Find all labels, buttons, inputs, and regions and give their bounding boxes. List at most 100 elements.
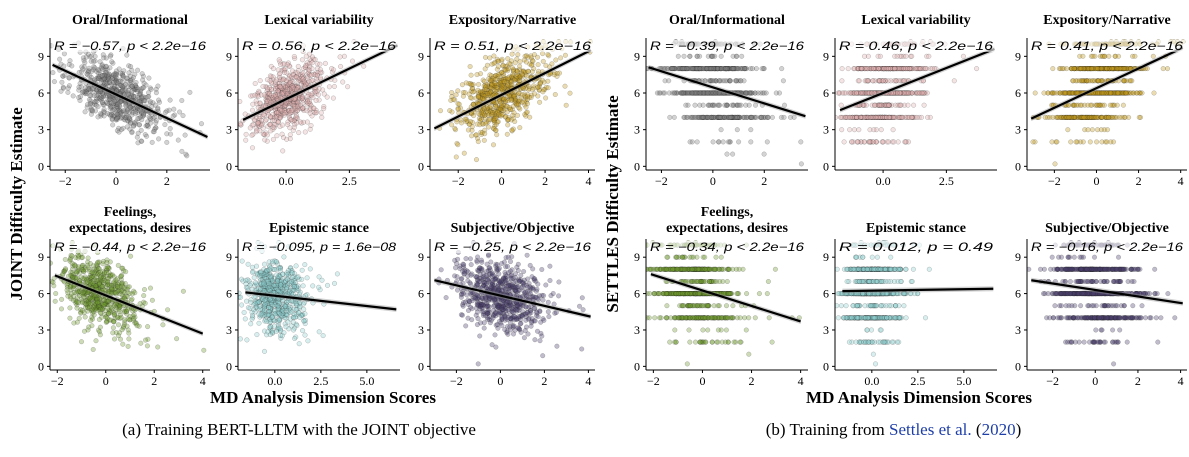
data-point [133,108,139,115]
data-point [149,139,155,145]
data-point [101,79,107,86]
data-point [300,328,306,334]
data-point [90,89,96,95]
data-point [124,52,130,58]
data-point [500,77,506,83]
scatter-points [437,39,593,163]
data-point [481,78,487,84]
data-point [517,321,523,327]
data-point [275,109,281,115]
data-point [146,93,152,100]
data-point [94,93,100,99]
data-point [277,123,283,130]
data-point [252,92,258,98]
data-point [267,73,273,79]
data-point [138,98,144,104]
data-point [84,262,91,268]
data-point [508,97,514,103]
data-point [296,310,302,316]
data-point [488,73,495,79]
data-point [506,60,512,67]
data-point [76,315,82,321]
data-point [479,121,486,127]
data-point [285,84,291,90]
data-point [256,123,262,129]
data-point [62,72,68,78]
data-point [512,97,518,103]
data-point [303,53,309,59]
data-point [80,267,86,273]
data-point [264,77,270,83]
data-point [295,100,301,106]
data-point [264,318,270,324]
data-point [313,110,319,116]
data-point [243,298,250,304]
data-point [475,281,481,287]
data-point [288,82,294,88]
data-point [474,72,480,78]
data-point [149,297,155,303]
data-point [108,304,114,310]
data-point [281,107,287,113]
data-point [129,103,135,109]
data-point [267,121,273,127]
data-point [483,119,489,125]
data-point [89,269,95,275]
data-point [521,69,527,75]
data-point [87,301,93,307]
data-point [280,82,287,89]
data-point [82,109,88,115]
data-point [546,53,552,59]
data-point [505,56,511,62]
data-point [453,92,459,98]
data-point [716,102,722,108]
data-point [259,118,265,124]
data-point [509,75,515,81]
y-tick-label: 0 [38,359,44,373]
data-point [78,84,84,90]
data-point [553,57,559,63]
data-point [90,67,97,73]
data-point [265,123,271,129]
data-point [253,98,259,104]
data-point [290,72,296,78]
x-tick-label: 2 [151,374,157,388]
data-point [117,99,123,105]
data-point [288,77,294,83]
data-point [279,89,285,95]
data-point [320,333,326,339]
data-point [275,96,281,102]
data-point [107,94,113,100]
data-point [266,324,272,330]
data-point [541,293,547,299]
data-point [152,126,158,132]
data-point [103,55,109,61]
data-point [96,95,102,101]
data-point [288,117,294,123]
data-point [280,77,286,83]
data-point [290,327,297,333]
data-point [264,132,270,138]
data-point [117,108,123,114]
data-point [238,336,243,342]
data-point [495,86,501,92]
data-point [87,54,93,60]
data-point [109,81,115,87]
data-point [718,127,724,133]
panel-title: Lexical variability [264,13,373,28]
data-point [294,98,300,104]
data-point [508,74,515,80]
data-point [288,80,294,86]
data-point [127,104,133,110]
data-point [132,71,138,77]
data-point [104,81,110,87]
data-point [95,92,101,98]
data-point [497,71,503,77]
data-point [532,276,538,282]
data-point [250,101,256,107]
data-point [504,299,510,305]
data-point [99,73,105,79]
data-point [107,94,113,100]
data-point [531,52,537,58]
data-point [494,75,500,82]
